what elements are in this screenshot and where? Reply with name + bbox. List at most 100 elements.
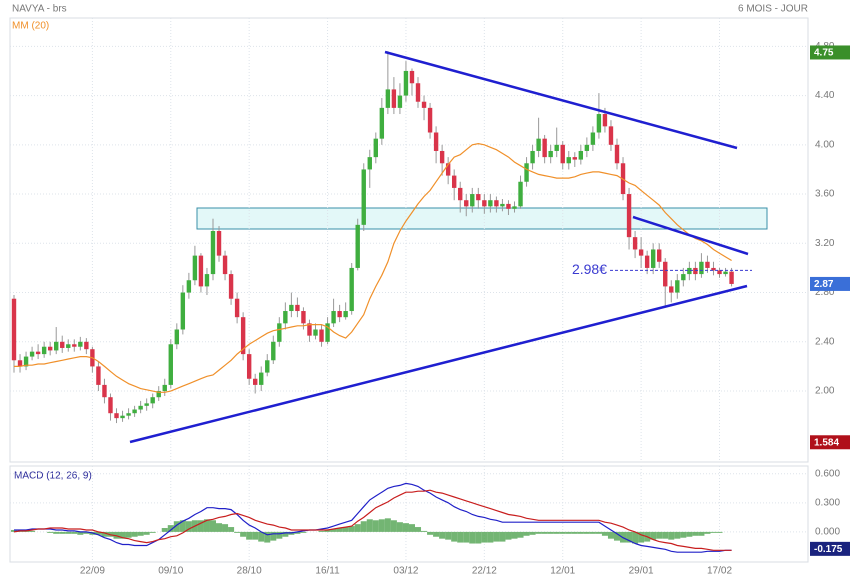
macd-title: MACD (12, 26, 9) <box>14 471 92 482</box>
candle-body <box>120 415 125 419</box>
histogram-bar <box>565 531 572 534</box>
histogram-bar <box>65 531 72 534</box>
candle-body <box>729 271 734 284</box>
histogram-bar <box>427 531 434 535</box>
candle-body <box>355 224 360 268</box>
histogram-bar <box>457 531 464 543</box>
period-label: 6 MOIS - JOUR <box>738 4 808 15</box>
value-badge-label: 2.87 <box>814 279 834 290</box>
candle-body <box>470 194 475 207</box>
value-badge-label: 1.584 <box>814 437 839 448</box>
candle-body <box>650 249 656 268</box>
histogram-bar <box>517 531 524 538</box>
histogram-bar <box>234 531 241 533</box>
histogram-bar <box>553 531 560 534</box>
histogram-bar <box>222 524 229 532</box>
candle-body <box>614 144 620 164</box>
histogram-bar <box>119 531 126 539</box>
histogram-bar <box>294 531 301 534</box>
histogram-bar <box>632 531 639 544</box>
y-tick-label: 2.80 <box>815 287 835 298</box>
candle-body <box>283 311 288 324</box>
candle-body <box>295 304 300 312</box>
candle-body <box>186 280 192 293</box>
histogram-bar <box>523 531 530 536</box>
histogram-bar <box>342 527 349 532</box>
candle-body <box>608 126 614 145</box>
histogram-bar <box>493 531 500 542</box>
candle-body <box>403 70 409 96</box>
histogram-bar <box>276 531 283 539</box>
candle-body <box>421 101 427 108</box>
candle-body <box>681 274 686 281</box>
candle-body <box>512 206 517 209</box>
y-tick-label: 3.60 <box>815 189 835 200</box>
histogram-bar <box>378 519 385 532</box>
histogram-bar <box>577 531 584 534</box>
histogram-bar <box>408 524 415 532</box>
histogram-bar <box>638 531 645 543</box>
histogram-bar <box>59 531 66 534</box>
histogram-bar <box>445 531 452 540</box>
histogram-bar <box>656 531 663 539</box>
candle-body <box>228 274 234 299</box>
candle-body <box>301 311 306 324</box>
histogram-bar <box>607 531 614 539</box>
histogram-bar <box>336 528 343 532</box>
candle-body <box>367 157 372 170</box>
candle-body <box>518 181 523 207</box>
candle-body <box>343 311 348 318</box>
histogram-bar <box>541 531 548 534</box>
candle-body <box>331 311 336 324</box>
histogram-bar <box>680 531 687 538</box>
histogram-bar <box>240 531 247 537</box>
histogram-bar <box>511 531 518 539</box>
histogram-bar <box>535 531 542 534</box>
candle-body <box>29 351 35 357</box>
x-tick-label: 29/01 <box>629 566 654 577</box>
histogram-bar <box>348 526 355 532</box>
histogram-bar <box>143 531 150 535</box>
histogram-bar <box>167 525 174 532</box>
candle-body <box>373 138 378 158</box>
candle-body <box>699 261 704 275</box>
candle-body <box>361 169 366 225</box>
candle-body <box>180 292 186 330</box>
trend-lines <box>129 50 749 444</box>
candle-body <box>584 144 590 151</box>
macd-panel <box>9 465 809 563</box>
histogram-bar <box>674 531 681 539</box>
histogram-bar <box>547 531 554 534</box>
candle-body <box>566 157 571 164</box>
candle-body <box>530 150 535 164</box>
candle-body <box>445 163 451 176</box>
histogram-bar <box>529 531 536 535</box>
candle-body <box>54 341 59 351</box>
candle-body <box>319 329 324 342</box>
candle-body <box>84 341 89 350</box>
histogram-bar <box>246 531 253 540</box>
histogram-bar <box>161 528 168 532</box>
histogram-bar <box>47 531 54 533</box>
histogram-bar <box>433 531 440 537</box>
candle-body <box>307 323 312 336</box>
histogram-bar <box>505 531 512 540</box>
histogram-bar <box>414 527 422 532</box>
histogram-bar <box>228 527 235 532</box>
histogram-bar <box>571 531 578 534</box>
candle-body <box>506 203 511 209</box>
histogram-bar <box>197 520 204 532</box>
candle-body <box>705 261 710 268</box>
histogram-bar <box>149 531 156 533</box>
candle-body <box>60 341 65 348</box>
value-badge <box>810 435 850 450</box>
candle-body <box>35 351 41 355</box>
moving-average-line <box>14 142 732 393</box>
candle-body <box>23 356 29 367</box>
histogram-bar <box>53 531 60 534</box>
resistance-zone <box>196 207 768 230</box>
histogram-bar <box>626 531 633 543</box>
candle-body <box>590 132 596 145</box>
candle-body <box>657 249 662 262</box>
histogram-bar <box>601 531 608 536</box>
